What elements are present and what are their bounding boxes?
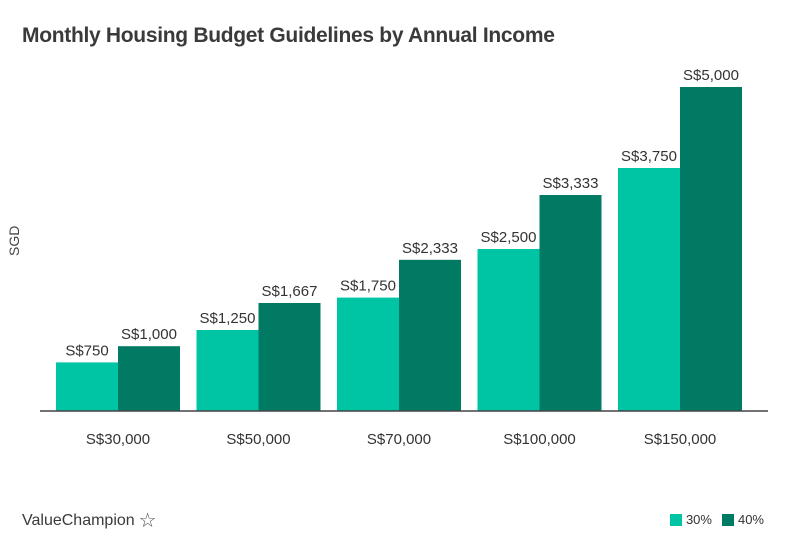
value-label-30pct-4: S$3,750 xyxy=(621,148,677,165)
value-label-30pct-3: S$2,500 xyxy=(481,229,537,246)
category-labels-group: S$30,000 S$50,000 S$70,000 S$100,000 S$150,0… xyxy=(86,431,716,448)
value-label-40pct-3: S$3,333 xyxy=(543,175,599,192)
bar-30pct-3 xyxy=(477,249,540,411)
star-outline-icon: ☆ xyxy=(138,510,157,532)
value-label-30pct-2: S$1,750 xyxy=(340,278,396,295)
legend-swatch-30 xyxy=(669,513,682,526)
legend-item-30: 30% xyxy=(669,512,712,527)
category-label-3: S$100,000 xyxy=(503,431,576,448)
bar-40pct-1 xyxy=(258,302,321,411)
category-label-2: S$70,000 xyxy=(367,431,431,448)
value-label-30pct-1: S$1,250 xyxy=(200,310,256,327)
legend-item-40: 40% xyxy=(721,512,764,527)
value-label-40pct-4: S$5,000 xyxy=(683,67,739,84)
bar-40pct-2 xyxy=(399,259,461,411)
brand-logo: ValueChampion ☆ xyxy=(22,508,157,533)
bar-30pct-1 xyxy=(196,330,259,411)
legend: 30% 40% xyxy=(660,512,764,527)
category-label-0: S$30,000 xyxy=(86,431,150,448)
legend-label-30: 30% xyxy=(685,512,712,527)
chart-title: Monthly Housing Budget Guidelines by Ann… xyxy=(22,24,555,47)
bar-40pct-0 xyxy=(118,346,180,411)
category-label-1: S$50,000 xyxy=(226,431,290,448)
bar-40pct-4 xyxy=(680,87,742,411)
value-label-40pct-1: S$1,667 xyxy=(262,283,318,300)
bars-group xyxy=(56,87,742,411)
value-label-40pct-2: S$2,333 xyxy=(402,240,458,257)
value-labels-group: S$750 S$1,000 S$1,250 S$1,667 S$1,750 S$2,333… xyxy=(65,67,739,359)
category-label-4: S$150,000 xyxy=(644,431,717,448)
bar-30pct-0 xyxy=(56,362,118,411)
value-label-40pct-0: S$1,000 xyxy=(121,326,177,343)
bar-30pct-4 xyxy=(618,168,680,411)
value-label-30pct-0: S$750 xyxy=(65,342,108,359)
legend-swatch-40 xyxy=(721,513,734,526)
legend-label-40: 40% xyxy=(737,512,764,527)
bar-40pct-3 xyxy=(539,195,602,411)
brand-name: ValueChampion xyxy=(22,511,135,529)
bar-30pct-2 xyxy=(337,297,399,411)
